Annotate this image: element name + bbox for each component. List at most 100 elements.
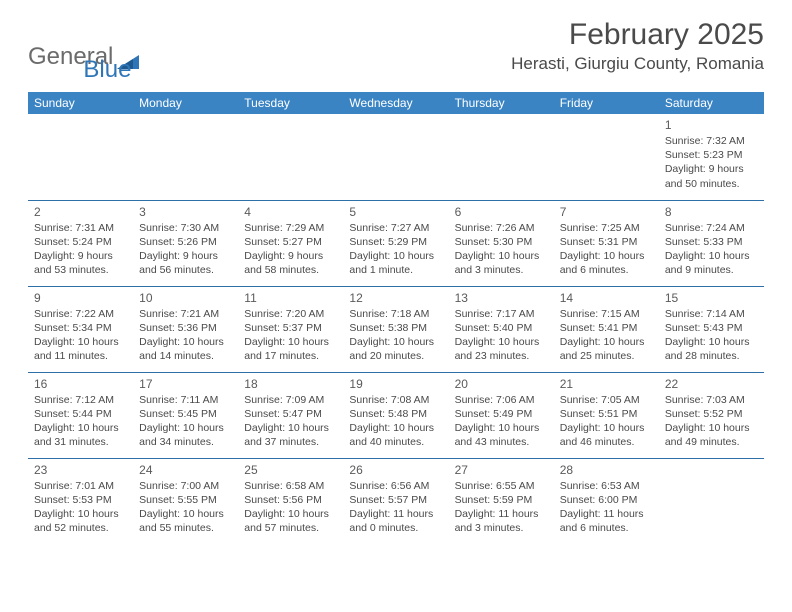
header: General Blue February 2025 Herasti, Giur… (28, 18, 764, 84)
calendar-cell: 20Sunrise: 7:06 AMSunset: 5:49 PMDayligh… (449, 372, 554, 458)
daylight-label-1: Daylight: 9 hours (665, 162, 758, 176)
daylight-label-2: and 37 minutes. (244, 435, 337, 449)
sunrise-label: Sunrise: 7:30 AM (139, 221, 232, 235)
sunrise-label: Sunrise: 7:31 AM (34, 221, 127, 235)
sunset-label: Sunset: 5:45 PM (139, 407, 232, 421)
calendar-cell: 18Sunrise: 7:09 AMSunset: 5:47 PMDayligh… (238, 372, 343, 458)
sunrise-label: Sunrise: 7:09 AM (244, 393, 337, 407)
day-number: 7 (560, 205, 653, 219)
calendar-row: 16Sunrise: 7:12 AMSunset: 5:44 PMDayligh… (28, 372, 764, 458)
calendar-cell: 21 Sunrise: 7:05 AMSunset: 5:51 PMDayligh… (554, 372, 659, 458)
day-number: 12 (349, 291, 442, 305)
sunset-label: Sunset: 5:59 PM (455, 493, 548, 507)
calendar-cell: .. (554, 114, 659, 200)
day-info: Sunrise: 7:17 AMSunset: 5:40 PMDaylight:… (455, 307, 548, 364)
sunset-label: Sunset: 5:51 PM (560, 407, 653, 421)
sunrise-label: Sunrise: 7:21 AM (139, 307, 232, 321)
daylight-label-2: and 11 minutes. (34, 349, 127, 363)
day-info: Sunrise: 7:08 AMSunset: 5:48 PMDaylight:… (349, 393, 442, 450)
day-number: 21 (560, 377, 653, 391)
daylight-label-2: and 3 minutes. (455, 521, 548, 535)
day-number: 2 (34, 205, 127, 219)
sunset-label: Sunset: 5:47 PM (244, 407, 337, 421)
sunrise-label: Sunrise: 7:26 AM (455, 221, 548, 235)
day-number: 15 (665, 291, 758, 305)
day-header: Tuesday (238, 92, 343, 114)
daylight-label-1: Daylight: 11 hours (455, 507, 548, 521)
calendar-cell: 4Sunrise: 7:29 AMSunset: 5:27 PMDaylight… (238, 200, 343, 286)
daylight-label-2: and 20 minutes. (349, 349, 442, 363)
location-label: Herasti, Giurgiu County, Romania (511, 54, 764, 74)
day-info: Sunrise: 7:31 AMSunset: 5:24 PMDaylight:… (34, 221, 127, 278)
sunrise-label: Sunrise: 6:53 AM (560, 479, 653, 493)
sunset-label: Sunset: 5:57 PM (349, 493, 442, 507)
calendar-cell: 17Sunrise: 7:11 AMSunset: 5:45 PMDayligh… (133, 372, 238, 458)
day-number: 8 (665, 205, 758, 219)
daylight-label-2: and 49 minutes. (665, 435, 758, 449)
calendar-cell: 7Sunrise: 7:25 AMSunset: 5:31 PMDaylight… (554, 200, 659, 286)
logo: General Blue (28, 30, 131, 84)
daylight-label-1: Daylight: 10 hours (455, 249, 548, 263)
calendar-body: ............1Sunrise: 7:32 AMSunset: 5:2… (28, 114, 764, 544)
daylight-label-2: and 17 minutes. (244, 349, 337, 363)
calendar-cell: 19 Sunrise: 7:08 AMSunset: 5:48 PMDayligh… (343, 372, 448, 458)
day-number: 19 (349, 377, 442, 391)
calendar-cell: .. (28, 114, 133, 200)
daylight-label-1: Daylight: 10 hours (244, 507, 337, 521)
sunrise-label: Sunrise: 7:06 AM (455, 393, 548, 407)
sunrise-label: Sunrise: 7:05 AM (560, 393, 653, 407)
daylight-label-1: Daylight: 10 hours (139, 421, 232, 435)
daylight-label-2: and 46 minutes. (560, 435, 653, 449)
calendar-cell: .. (659, 458, 764, 544)
calendar-row: 2Sunrise: 7:31 AMSunset: 5:24 PMDaylight… (28, 200, 764, 286)
day-info: Sunrise: 6:55 AMSunset: 5:59 PMDaylight:… (455, 479, 548, 536)
day-info: Sunrise: 7:26 AMSunset: 5:30 PMDaylight:… (455, 221, 548, 278)
daylight-label-1: Daylight: 10 hours (560, 249, 653, 263)
daylight-label-1: Daylight: 10 hours (560, 335, 653, 349)
daylight-label-1: Daylight: 10 hours (34, 421, 127, 435)
calendar-table: SundayMondayTuesdayWednesdayThursdayFrid… (28, 92, 764, 544)
day-header: Wednesday (343, 92, 448, 114)
day-number: 5 (349, 205, 442, 219)
sunrise-label: Sunrise: 7:32 AM (665, 134, 758, 148)
sunrise-label: Sunrise: 7:22 AM (34, 307, 127, 321)
day-number: 9 (34, 291, 127, 305)
day-header: Friday (554, 92, 659, 114)
sunset-label: Sunset: 5:37 PM (244, 321, 337, 335)
day-info: Sunrise: 6:56 AMSunset: 5:57 PMDaylight:… (349, 479, 442, 536)
calendar-cell: 10Sunrise: 7:21 AMSunset: 5:36 PMDayligh… (133, 286, 238, 372)
daylight-label-1: Daylight: 10 hours (34, 335, 127, 349)
daylight-label-2: and 55 minutes. (139, 521, 232, 535)
day-info: Sunrise: 7:05 AMSunset: 5:51 PMDaylight:… (560, 393, 653, 450)
daylight-label-1: Daylight: 10 hours (34, 507, 127, 521)
title-block: February 2025 Herasti, Giurgiu County, R… (511, 18, 764, 74)
daylight-label-2: and 50 minutes. (665, 177, 758, 191)
sunset-label: Sunset: 5:40 PM (455, 321, 548, 335)
sunset-label: Sunset: 5:53 PM (34, 493, 127, 507)
day-number: 14 (560, 291, 653, 305)
daylight-label-2: and 1 minute. (349, 263, 442, 277)
calendar-cell: 26Sunrise: 6:56 AMSunset: 5:57 PMDayligh… (343, 458, 448, 544)
day-header: Saturday (659, 92, 764, 114)
daylight-label-1: Daylight: 10 hours (244, 335, 337, 349)
daylight-label-2: and 25 minutes. (560, 349, 653, 363)
sunrise-label: Sunrise: 7:15 AM (560, 307, 653, 321)
calendar-cell: 5Sunrise: 7:27 AMSunset: 5:29 PMDaylight… (343, 200, 448, 286)
day-number: 13 (455, 291, 548, 305)
sunset-label: Sunset: 5:41 PM (560, 321, 653, 335)
sunrise-label: Sunrise: 7:29 AM (244, 221, 337, 235)
sunrise-label: Sunrise: 6:56 AM (349, 479, 442, 493)
sunrise-label: Sunrise: 7:17 AM (455, 307, 548, 321)
calendar-row: 9Sunrise: 7:22 AMSunset: 5:34 PMDaylight… (28, 286, 764, 372)
calendar-cell: 11Sunrise: 7:20 AMSunset: 5:37 PMDayligh… (238, 286, 343, 372)
calendar-cell: 23Sunrise: 7:01 AMSunset: 5:53 PMDayligh… (28, 458, 133, 544)
daylight-label-1: Daylight: 10 hours (455, 335, 548, 349)
calendar-cell: 2 Sunrise: 7:31 AMSunset: 5:24 PMDaylight… (28, 200, 133, 286)
sunset-label: Sunset: 5:24 PM (34, 235, 127, 249)
calendar-cell: 12Sunrise: 7:18 AMSunset: 5:38 PMDayligh… (343, 286, 448, 372)
daylight-label-2: and 43 minutes. (455, 435, 548, 449)
daylight-label-1: Daylight: 10 hours (349, 249, 442, 263)
calendar-cell: 16Sunrise: 7:12 AMSunset: 5:44 PMDayligh… (28, 372, 133, 458)
daylight-label-2: and 6 minutes. (560, 263, 653, 277)
sunrise-label: Sunrise: 7:24 AM (665, 221, 758, 235)
